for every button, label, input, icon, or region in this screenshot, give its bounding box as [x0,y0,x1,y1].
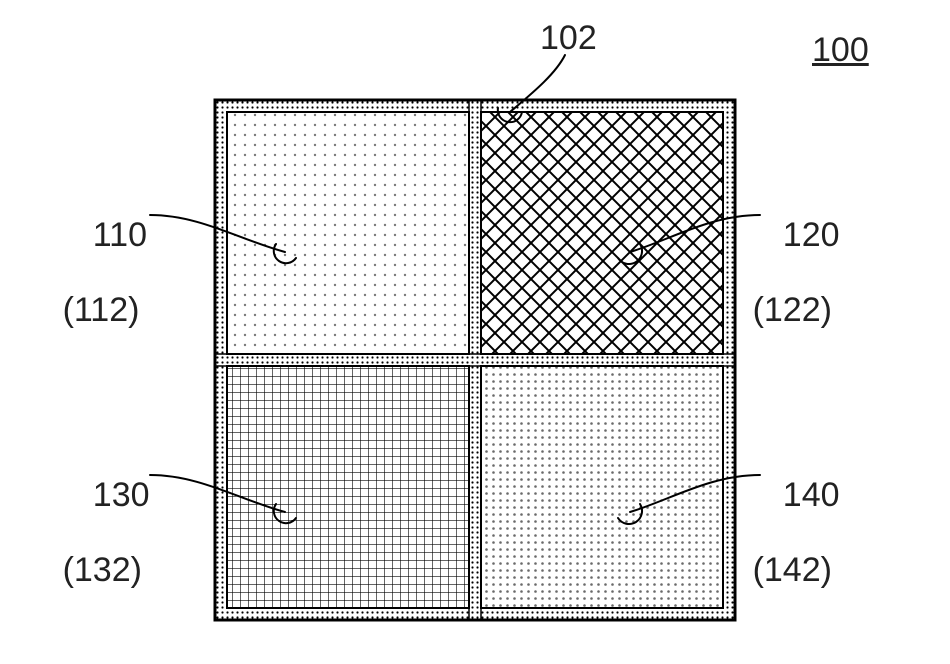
quadrant-140-br [481,366,723,608]
quadrant-130-bl [227,366,469,608]
quadrant-120-tr [481,112,723,354]
diagram-stage: { "canvas": { "width": 950, "height": 66… [0,0,950,663]
patent-figure [0,0,950,663]
quadrant-110-tl [227,112,469,354]
